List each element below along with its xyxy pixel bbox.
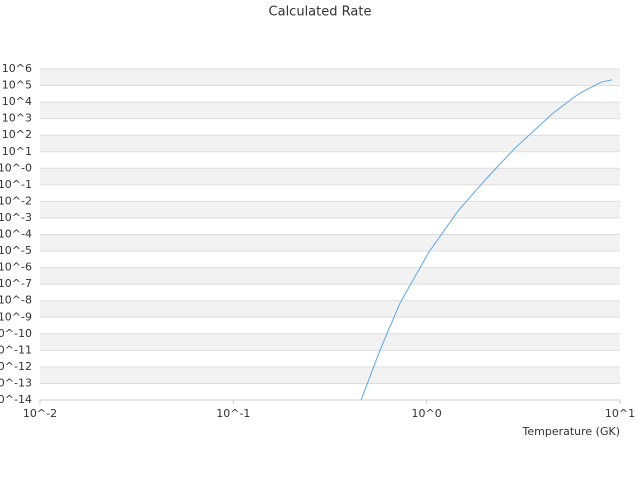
x-tick-label: 10^1 <box>605 407 635 420</box>
y-tick-label: 10^-7 <box>0 277 32 290</box>
grid-band <box>40 333 620 351</box>
y-tick-label: 10^-5 <box>0 244 32 257</box>
y-tick-label: 10^1 <box>2 145 32 158</box>
grid-band <box>40 201 620 218</box>
y-tick-label: 10^-2 <box>0 194 32 207</box>
y-tick-label: 10^3 <box>2 112 32 125</box>
y-tick-label: 10^-1 <box>0 178 32 191</box>
y-tick-label: 10^-8 <box>0 294 32 307</box>
grid-band <box>40 234 620 252</box>
y-tick-label: 10^-3 <box>0 211 32 224</box>
y-tick-label: 10^5 <box>2 79 32 92</box>
y-tick-label: 10^-9 <box>0 310 32 323</box>
y-tick-label: 10^-10 <box>0 327 32 340</box>
grid-band <box>40 102 620 119</box>
y-tick-label: 10^4 <box>2 95 32 108</box>
grid-band <box>40 168 620 185</box>
y-tick-label: 10^-11 <box>0 343 32 356</box>
x-axis-label: Temperature (GK) <box>522 425 621 438</box>
x-tick-label: 10^0 <box>412 407 442 420</box>
x-tick-label: 10^-1 <box>216 407 250 420</box>
y-tick-label: 10^6 <box>2 62 32 75</box>
y-tick-label: 10^2 <box>2 128 32 141</box>
grid-band <box>40 135 620 152</box>
y-tick-label: 10^-14 <box>0 393 32 406</box>
y-tick-label: 10^-12 <box>0 360 32 373</box>
y-tick-label: 10^-13 <box>0 376 32 389</box>
x-tick-label: 10^-2 <box>23 407 57 420</box>
grid-band <box>40 267 620 285</box>
grid-band <box>40 300 620 318</box>
y-tick-label: 10^-4 <box>0 228 32 241</box>
grid-band <box>40 69 620 86</box>
data-line <box>360 79 613 400</box>
y-tick-label: 10^-6 <box>0 261 32 274</box>
chart-title: Calculated Rate <box>269 5 372 20</box>
grid-band <box>40 366 620 384</box>
y-tick-label: 10^-0 <box>0 161 32 174</box>
